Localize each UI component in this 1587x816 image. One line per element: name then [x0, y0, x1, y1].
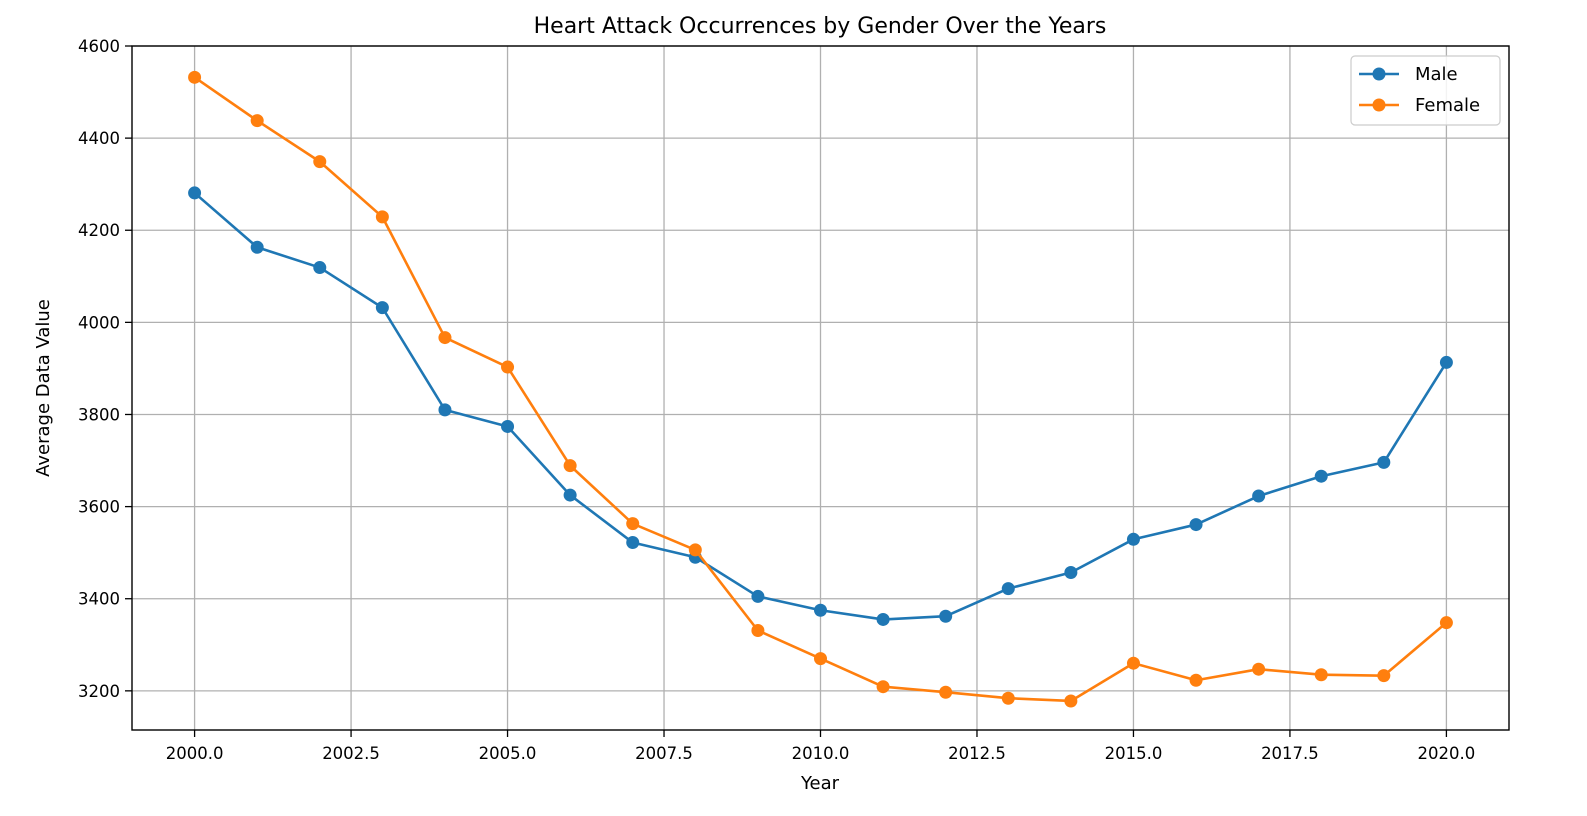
x-tick-label: 2015.0: [1105, 744, 1163, 763]
data-series: [188, 70, 1453, 708]
female-point: [250, 114, 264, 128]
female-point: [814, 652, 827, 666]
male-point: [1126, 532, 1140, 546]
male-point: [1064, 565, 1078, 579]
female-point: [751, 624, 765, 638]
x-tick-label: 2005.0: [479, 744, 537, 763]
female-point: [501, 360, 515, 374]
female-point: [1377, 669, 1391, 683]
x-tick-label: 2010.0: [792, 744, 850, 763]
male-point: [250, 240, 264, 254]
female-point: [876, 680, 890, 694]
female-point: [313, 155, 327, 169]
x-axis-label: Year: [800, 773, 840, 794]
male-point: [313, 261, 327, 275]
male-point: [1314, 469, 1328, 483]
y-tick-label: 4600: [78, 37, 120, 56]
female-point: [1126, 656, 1140, 670]
male-point: [1439, 355, 1453, 369]
female-point: [375, 210, 389, 224]
male-point: [1189, 518, 1203, 532]
female-point: [1439, 616, 1453, 630]
legend-marker-male: [1372, 67, 1386, 81]
series-male: [188, 186, 1453, 626]
female-point: [1314, 668, 1328, 682]
female-point: [626, 517, 640, 531]
male-point: [1001, 582, 1015, 596]
male-point: [626, 536, 640, 550]
female-point: [1189, 673, 1203, 687]
female-point: [188, 70, 202, 84]
male-point: [563, 488, 577, 502]
female-point: [688, 543, 702, 557]
female-point: [1252, 662, 1266, 676]
y-axis-label: Average Data Value: [33, 299, 54, 477]
y-axis: 3200 3400 3600 3800 4000 4200 4400 4600: [78, 37, 132, 701]
male-point: [751, 589, 765, 603]
y-tick-label: 4200: [78, 221, 120, 240]
y-tick-label: 3200: [78, 682, 120, 701]
female-point: [939, 685, 953, 699]
female-point: [563, 459, 577, 473]
y-tick-label: 4000: [78, 313, 120, 332]
male-point: [438, 403, 452, 417]
female-point: [438, 331, 452, 345]
legend-label-male: Male: [1415, 64, 1458, 85]
male-point: [501, 419, 515, 433]
x-tick-label: 2020.0: [1418, 744, 1476, 763]
x-tick-label: 2012.5: [948, 744, 1006, 763]
x-tick-label: 2007.5: [635, 744, 693, 763]
male-point: [188, 186, 202, 200]
y-tick-label: 3400: [78, 590, 120, 609]
x-tick-label: 2017.5: [1261, 744, 1319, 763]
female-point: [1001, 691, 1015, 705]
y-tick-label: 4400: [78, 129, 120, 148]
legend-marker-female: [1372, 98, 1386, 112]
x-axis: 2000.0 2002.5 2005.0 2007.5 2010.0 2012.5 2015…: [166, 730, 1476, 763]
series-female: [188, 70, 1453, 708]
male-point: [876, 612, 890, 626]
y-tick-label: 3600: [78, 498, 120, 517]
male-point: [1252, 489, 1266, 503]
legend: Male Female: [1350, 55, 1501, 126]
male-point: [939, 609, 953, 623]
male-point: [814, 603, 827, 617]
x-tick-label: 2002.5: [322, 744, 380, 763]
chart-title: Heart Attack Occurrences by Gender Over …: [534, 14, 1107, 39]
male-point: [1377, 455, 1391, 469]
y-tick-label: 3800: [78, 405, 120, 424]
female-point: [1064, 694, 1078, 708]
male-point: [375, 301, 389, 315]
x-tick-label: 2000.0: [166, 744, 224, 763]
legend-label-female: Female: [1415, 95, 1480, 116]
